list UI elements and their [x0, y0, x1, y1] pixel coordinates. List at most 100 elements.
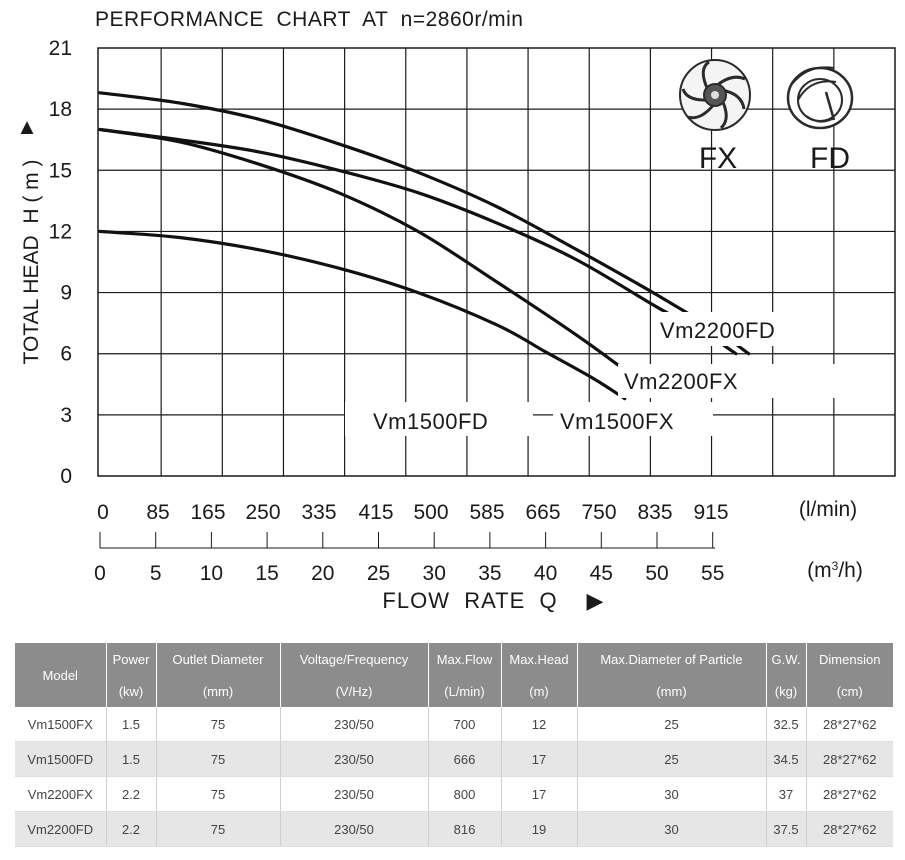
- x-tick-label-lmin: 415: [358, 501, 393, 524]
- x-tick-label-lmin: 85: [146, 501, 169, 524]
- series-labels: Vm2200FD Vm2200FX Vm1500FD Vm1500FX: [345, 312, 836, 436]
- table-cell: 2.2: [106, 811, 157, 847]
- x-tick-label-m3h: 0: [94, 562, 106, 585]
- spec-table: Model Power Outlet Diameter Voltage/Freq…: [15, 643, 893, 847]
- x-tick-label-lmin: 500: [413, 501, 448, 524]
- series-label-vm1500fd: Vm1500FD: [373, 409, 488, 434]
- table-cell: 666: [428, 741, 502, 777]
- impeller-fd-label: FD: [810, 142, 850, 175]
- chart-title: PERFORMANCE CHART AT n=2860r/min: [95, 8, 524, 31]
- x-tick-label-lmin: 915: [693, 501, 728, 524]
- series-label-vm2200fd: Vm2200FD: [660, 318, 775, 343]
- table-cell: 75: [156, 741, 281, 777]
- table-cell: 25: [577, 741, 767, 777]
- table-cell: 30: [577, 811, 767, 847]
- x-tick-label-m3h: 40: [534, 562, 557, 585]
- table-cell: 12: [501, 707, 578, 742]
- impeller-fx-label: FX: [699, 142, 737, 175]
- header-max-flow: Max.Flow: [428, 643, 502, 675]
- table-cell: 17: [501, 776, 578, 812]
- table-header-row-units: (kw) (mm) (V/Hz) (L/min) (m) (mm) (kg) (…: [15, 675, 893, 707]
- header-gw-unit: (kg): [766, 675, 807, 707]
- header-gw: G.W.: [766, 643, 807, 675]
- table-cell: 75: [156, 707, 281, 742]
- table-cell: 28*27*62: [806, 707, 893, 742]
- table-cell: 30: [577, 776, 767, 812]
- y-tick-label: 21: [49, 37, 72, 60]
- y-tick-label: 3: [60, 404, 72, 427]
- y-axis-arrow: ▲: [16, 114, 38, 139]
- header-max-head: Max.Head: [501, 643, 578, 675]
- x-tick-label-m3h: 20: [311, 562, 334, 585]
- header-max-particle: Max.Diameter of Particle: [577, 643, 767, 675]
- table-cell: 34.5: [766, 741, 807, 777]
- header-dimension: Dimension: [806, 643, 893, 675]
- table-cell: Vm2200FX: [15, 776, 107, 812]
- y-tick-label: 18: [49, 98, 72, 121]
- series-line-vm2200fx: [98, 127, 738, 356]
- y-axis-ticks: 0 3 6 9 12 15 18 21: [49, 37, 72, 488]
- x-tick-label-lmin: 585: [469, 501, 504, 524]
- table-cell: Vm1500FX: [15, 707, 107, 742]
- x-unit-m3h: (m3/h): [807, 559, 863, 582]
- y-tick-label: 15: [49, 159, 72, 182]
- y-tick-label: 12: [49, 220, 72, 243]
- table-row: Vm2200FD 2.2 75 230/50 816 19 30 37.5 28*27*62: [15, 811, 893, 847]
- x-tick-label-lmin: 750: [581, 501, 616, 524]
- y-tick-label: 0: [60, 465, 72, 488]
- table-row: Vm1500FX 1.5 75 230/50 700 12 25 32.5 28*27*62: [15, 707, 893, 742]
- series-label-vm2200fx: Vm2200FX: [624, 369, 738, 394]
- header-model: Model: [15, 643, 107, 707]
- x-tick-label-m3h: 50: [645, 562, 668, 585]
- table-cell: 37.5: [766, 811, 807, 847]
- y-axis-title: TOTAL HEAD H ( m ): [20, 160, 43, 365]
- table-cell: 75: [156, 811, 281, 847]
- table-cell: 25: [577, 707, 767, 742]
- y-tick-label: 9: [60, 282, 72, 305]
- x-tick-label-lmin: 0: [97, 501, 109, 524]
- x-tick-label-m3h: 35: [478, 562, 501, 585]
- table-cell: 19: [501, 811, 578, 847]
- table-cell: 32.5: [766, 707, 807, 742]
- x-tick-label-lmin: 665: [525, 501, 560, 524]
- x-tick-label-m3h: 45: [590, 562, 613, 585]
- x-tick-label-lmin: 250: [245, 501, 280, 524]
- table-cell: Vm2200FD: [15, 811, 107, 847]
- table-cell: 230/50: [280, 707, 429, 742]
- header-power: Power: [106, 643, 157, 675]
- table-cell: 816: [428, 811, 502, 847]
- impeller-fd-icon: [786, 66, 854, 130]
- table-cell: 230/50: [280, 741, 429, 777]
- series-line-vm2200fd: [98, 91, 751, 356]
- header-voltage-frequency: Voltage/Frequency: [280, 643, 429, 675]
- x-tick-label-lmin: 835: [637, 501, 672, 524]
- x-tick-label-m3h: 5: [150, 562, 162, 585]
- series-lines: [98, 91, 751, 401]
- header-outlet-diameter-unit: (mm): [156, 675, 281, 707]
- x-axis-label: FLOW RATE Q: [382, 588, 557, 613]
- x-unit-lmin: (l/min): [799, 498, 857, 521]
- table-cell: 800: [428, 776, 502, 812]
- table-cell: 75: [156, 776, 281, 812]
- table-cell: 1.5: [106, 741, 157, 777]
- table-cell: 28*27*62: [806, 776, 893, 812]
- header-power-unit: (kw): [106, 675, 157, 707]
- header-voltage-frequency-unit: (V/Hz): [280, 675, 429, 707]
- table-cell: 230/50: [280, 776, 429, 812]
- performance-chart: PERFORMANCE CHART AT n=2860r/min 0 3 6 9 12 1…: [16, 8, 896, 613]
- x-tick-label-lmin: 335: [301, 501, 336, 524]
- header-max-particle-unit: (mm): [577, 675, 767, 707]
- table-cell: 1.5: [106, 707, 157, 742]
- x-tick-label-m3h: 10: [200, 562, 223, 585]
- table-row: Vm1500FD 1.5 75 230/50 666 17 25 34.5 28*27*62: [15, 741, 893, 777]
- x-axis-arrow: ▶: [587, 588, 604, 613]
- x-axis-m3h: 0 5 10 15 20 25 30 35 40 45 50 55 (m3/h): [94, 532, 863, 585]
- x-axis-lmin: 0 85 165 250 335 415 500 585 665 750 835 915 (l/min…: [97, 498, 857, 524]
- series-line-vm1500fx: [98, 127, 659, 397]
- series-line-vm1500fd: [98, 229, 627, 401]
- x-tick-label-lmin: 165: [190, 501, 225, 524]
- header-max-head-unit: (m): [501, 675, 578, 707]
- table-cell: 28*27*62: [806, 741, 893, 777]
- table-cell: 37: [766, 776, 807, 812]
- table-cell: 2.2: [106, 776, 157, 812]
